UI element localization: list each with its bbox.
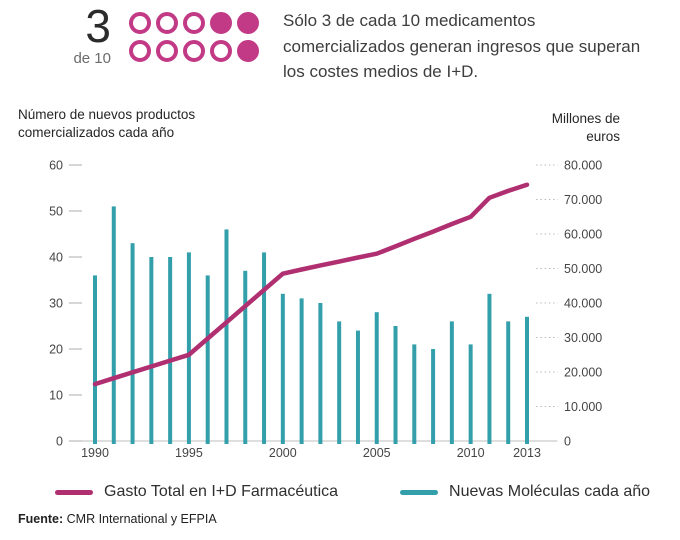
dot-filled-icon [237, 12, 259, 34]
bar-2006 [393, 326, 398, 444]
svg-text:20.000: 20.000 [564, 366, 602, 380]
svg-text:2005: 2005 [363, 446, 391, 460]
bar-1998 [243, 270, 248, 444]
legend-item-moleculas: Nuevas Moléculas cada año [400, 483, 650, 501]
legend-label-moleculas: Nuevas Moléculas cada año [449, 483, 651, 500]
dot-matrix [129, 12, 259, 62]
bar-2010 [468, 344, 473, 444]
bar-2007 [412, 344, 417, 444]
dot-outline-icon [183, 40, 205, 62]
bar-1995 [186, 252, 191, 444]
rd-spend-line [92, 182, 530, 387]
svg-text:30.000: 30.000 [564, 331, 602, 345]
dot-outline-icon [156, 40, 178, 62]
svg-text:40: 40 [49, 251, 63, 265]
right-axis-ticks: 0 10.000 20.000 30.000 40.000 50.000 60.000 70.… [536, 159, 602, 449]
stat-block: 3 de 10 [55, 0, 111, 68]
svg-text:2010: 2010 [457, 446, 485, 460]
right-axis-title: Millones de euros [551, 111, 620, 144]
bar-2000 [280, 293, 285, 444]
dot-outline-icon [183, 12, 205, 34]
headline-text: Sólo 3 de cada 10 medicamentos comercial… [283, 11, 641, 81]
bar-swatch-icon [400, 489, 439, 495]
dot-outline-icon [210, 40, 232, 62]
svg-text:60: 60 [49, 159, 63, 173]
svg-text:60.000: 60.000 [564, 228, 602, 242]
svg-text:50.000: 50.000 [564, 262, 602, 276]
source-text: CMR International y EFPIA [66, 512, 217, 526]
svg-text:1990: 1990 [81, 446, 109, 460]
bar-2004 [355, 330, 360, 444]
dot-outline-icon [156, 12, 178, 34]
bars-group [93, 206, 529, 444]
bar-1991 [111, 206, 116, 444]
bar-1993 [149, 257, 154, 444]
bar-2013 [525, 316, 529, 444]
bar-2002 [318, 303, 323, 444]
legend-label-gasto: Gasto Total en I+D Farmacéutica [104, 483, 339, 500]
left-axis-title: Número de nuevos productos comercializad… [18, 107, 196, 140]
svg-text:40.000: 40.000 [564, 297, 602, 311]
dot-outline-icon [129, 12, 151, 34]
dot-outline-icon [129, 40, 151, 62]
svg-text:0: 0 [564, 435, 571, 449]
header-section: 3 de 10 Sólo 3 de cada 10 medicamentos c… [0, 0, 680, 92]
left-axis-ticks: 0 10 20 30 40 50 60 [49, 159, 82, 449]
bar-1990 [93, 275, 97, 444]
source-note: Fuente: CMR International y EFPIA [18, 512, 217, 526]
combo-chart: 0 10 20 30 40 50 60 0 10.000 20.000 30.000 40.000 50… [49, 159, 602, 461]
svg-text:2013: 2013 [513, 446, 541, 460]
dot-filled-icon [210, 12, 232, 34]
bar-1992 [130, 243, 135, 444]
svg-text:20: 20 [49, 343, 63, 357]
chart-area: 0 10 20 30 40 50 60 0 10.000 20.000 30.000 40.000 50… [0, 150, 680, 480]
bar-1994 [168, 257, 173, 444]
bar-1996 [205, 275, 210, 444]
dot-filled-icon [237, 40, 259, 62]
svg-text:1995: 1995 [175, 446, 203, 460]
svg-text:80.000: 80.000 [564, 159, 602, 173]
legend: Gasto Total en I+D Farmacéutica Nuevas M… [55, 483, 650, 501]
stat-number: 3 [85, 0, 111, 52]
x-axis-labels: 1990 1995 2000 2005 2010 2013 [81, 446, 541, 460]
bar-2008 [431, 349, 436, 444]
bar-2003 [337, 321, 342, 444]
bar-2011 [487, 293, 492, 444]
svg-text:70.000: 70.000 [564, 193, 602, 207]
svg-text:10: 10 [49, 389, 63, 403]
bar-2001 [299, 298, 304, 444]
stat-denominator: de 10 [73, 50, 111, 68]
svg-text:0: 0 [56, 435, 63, 449]
line-swatch-icon [55, 489, 93, 495]
bar-1999 [262, 252, 267, 444]
svg-text:10.000: 10.000 [564, 400, 602, 414]
bar-2009 [449, 321, 454, 444]
svg-text:2000: 2000 [269, 446, 297, 460]
svg-text:30: 30 [49, 297, 63, 311]
source-label: Fuente: [18, 512, 64, 526]
bar-2005 [374, 312, 379, 444]
legend-item-gasto: Gasto Total en I+D Farmacéutica [55, 483, 338, 501]
bar-2012 [506, 321, 511, 444]
svg-text:50: 50 [49, 205, 63, 219]
bar-1997 [224, 229, 229, 444]
